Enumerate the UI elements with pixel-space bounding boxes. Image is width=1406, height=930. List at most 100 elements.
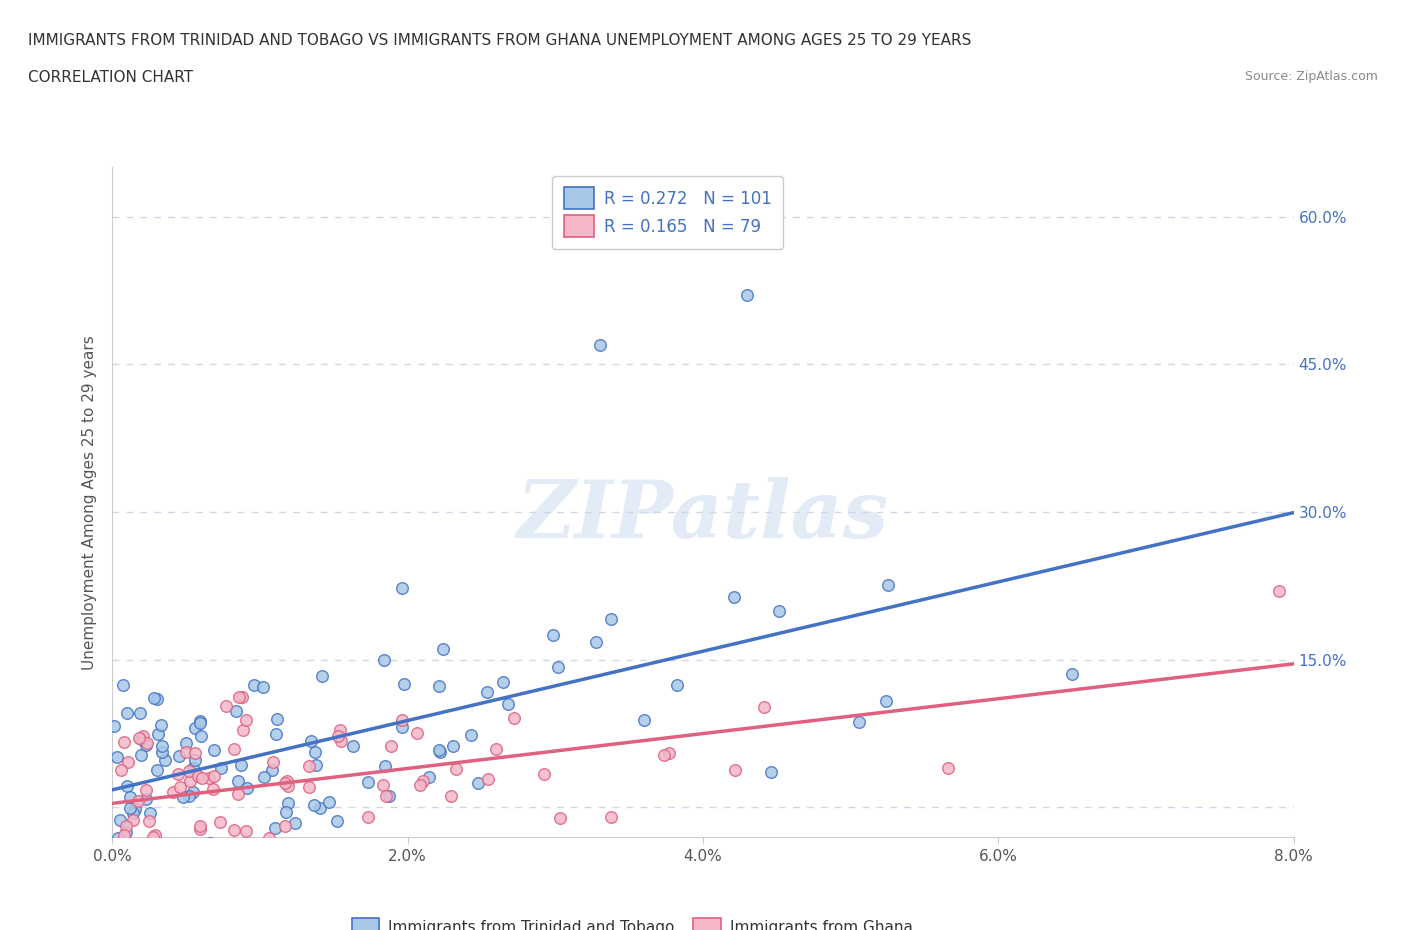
Point	[768, 604, 790, 618]
Point	[427, 678, 450, 693]
Text: CORRELATION CHART: CORRELATION CHART	[28, 70, 193, 85]
Point	[179, 774, 201, 789]
Point	[146, 692, 169, 707]
Point	[588, 338, 610, 352]
Point	[155, 752, 177, 767]
Point	[444, 762, 467, 777]
Point	[150, 745, 173, 760]
Point	[266, 712, 288, 727]
Point	[391, 580, 413, 595]
Point	[162, 785, 184, 800]
Point	[124, 802, 146, 817]
Point	[235, 713, 257, 728]
Legend: Immigrants from Trinidad and Tobago, Immigrants from Ghana: Immigrants from Trinidad and Tobago, Imm…	[346, 911, 918, 930]
Point	[262, 754, 284, 769]
Point	[326, 728, 349, 743]
Point	[264, 820, 287, 835]
Point	[274, 776, 297, 790]
Point	[299, 733, 322, 748]
Point	[198, 771, 221, 786]
Point	[231, 689, 253, 704]
Point	[201, 782, 224, 797]
Text: IMMIGRANTS FROM TRINIDAD AND TOBAGO VS IMMIGRANTS FROM GHANA UNEMPLOYMENT AMONG : IMMIGRANTS FROM TRINIDAD AND TOBAGO VS I…	[28, 33, 972, 47]
Point	[737, 288, 759, 303]
Point	[600, 809, 623, 824]
Point	[139, 862, 162, 877]
Point	[202, 768, 225, 783]
Point	[174, 745, 197, 760]
Point	[226, 774, 249, 789]
Point	[533, 766, 555, 781]
Point	[184, 721, 207, 736]
Point	[134, 837, 156, 852]
Point	[440, 789, 463, 804]
Point	[149, 717, 172, 732]
Point	[167, 766, 190, 781]
Point	[103, 719, 125, 734]
Point	[114, 819, 136, 834]
Point	[1355, 617, 1378, 631]
Point	[177, 923, 200, 930]
Point	[229, 758, 252, 773]
Point	[585, 634, 607, 649]
Point	[129, 747, 152, 762]
Point	[172, 790, 194, 804]
Point	[652, 748, 675, 763]
Point	[308, 800, 330, 815]
Point	[222, 823, 245, 838]
Point	[188, 715, 211, 730]
Point	[226, 787, 249, 802]
Point	[135, 791, 157, 806]
Point	[135, 783, 157, 798]
Point	[128, 731, 150, 746]
Point	[304, 744, 326, 759]
Point	[166, 838, 188, 853]
Point	[875, 694, 897, 709]
Point	[117, 754, 139, 769]
Point	[235, 823, 257, 838]
Point	[267, 845, 290, 860]
Point	[129, 732, 152, 747]
Point	[1268, 583, 1291, 598]
Point	[318, 794, 340, 809]
Point	[391, 712, 413, 727]
Point	[115, 706, 138, 721]
Point	[110, 763, 132, 777]
Point	[936, 761, 959, 776]
Point	[298, 759, 321, 774]
Point	[117, 778, 139, 793]
Point	[118, 801, 141, 816]
Point	[877, 578, 900, 592]
Point	[460, 727, 482, 742]
Point	[111, 898, 134, 913]
Point	[257, 830, 280, 845]
Point	[600, 612, 623, 627]
Point	[277, 778, 299, 793]
Point	[112, 735, 135, 750]
Point	[418, 770, 440, 785]
Point	[253, 769, 276, 784]
Point	[121, 813, 143, 828]
Point	[136, 736, 159, 751]
Point	[305, 758, 328, 773]
Point	[225, 703, 247, 718]
Point	[115, 842, 138, 857]
Point	[172, 887, 194, 902]
Point	[311, 669, 333, 684]
Point	[181, 785, 204, 800]
Point	[184, 752, 207, 767]
Point	[477, 772, 499, 787]
Point	[184, 745, 207, 760]
Point	[150, 739, 173, 754]
Point	[114, 825, 136, 840]
Point	[209, 815, 232, 830]
Point	[547, 659, 569, 674]
Point	[329, 723, 352, 737]
Point	[252, 679, 274, 694]
Point	[467, 776, 489, 790]
Y-axis label: Unemployment Among Ages 25 to 29 years: Unemployment Among Ages 25 to 29 years	[82, 335, 97, 670]
Point	[374, 758, 396, 773]
Point	[496, 697, 519, 711]
Point	[375, 789, 398, 804]
Point	[326, 813, 349, 828]
